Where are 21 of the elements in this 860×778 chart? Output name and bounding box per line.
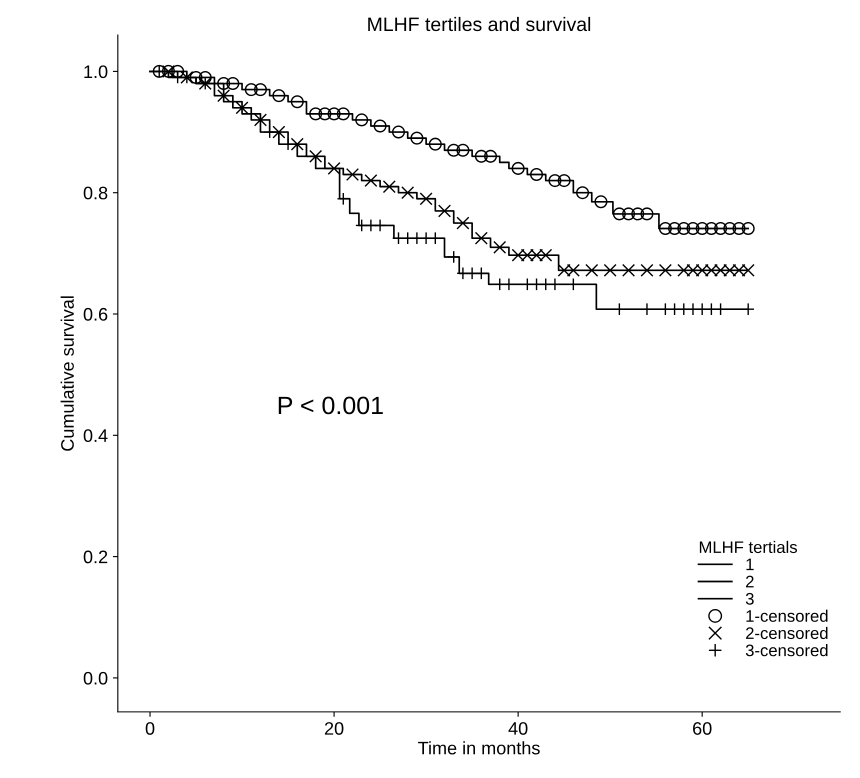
y-tick-label: 0.0	[84, 672, 108, 685]
legend-title: MLHF tertials	[700, 540, 797, 554]
legend-label: 2-censored	[746, 626, 828, 640]
y-tick-label: 0.2	[84, 550, 108, 564]
x-axis-title: Time in months	[418, 741, 540, 754]
y-axis-title: Cumulative survival	[60, 296, 74, 451]
y-tick-label: 0.8	[84, 186, 108, 200]
x-tick-label: 40	[508, 722, 528, 735]
annotation: P < 0.001	[278, 396, 383, 414]
y-tick-label: 0.4	[84, 429, 108, 442]
y-tick-label: 1.0	[84, 65, 108, 78]
legend-label: 1-censored	[746, 610, 828, 622]
chart-title: MLHF tertiles and survival	[368, 16, 590, 32]
x-tick-label: 20	[324, 722, 344, 735]
x-tick-label: 60	[693, 722, 712, 735]
y-tick-label: 0.6	[84, 308, 108, 321]
legend-label: 3	[746, 592, 754, 605]
legend-label: 1	[746, 558, 754, 570]
legend-label: 3-censored	[746, 644, 828, 656]
legend-label: 2	[746, 576, 754, 588]
x-tick-label: 0	[146, 722, 154, 735]
